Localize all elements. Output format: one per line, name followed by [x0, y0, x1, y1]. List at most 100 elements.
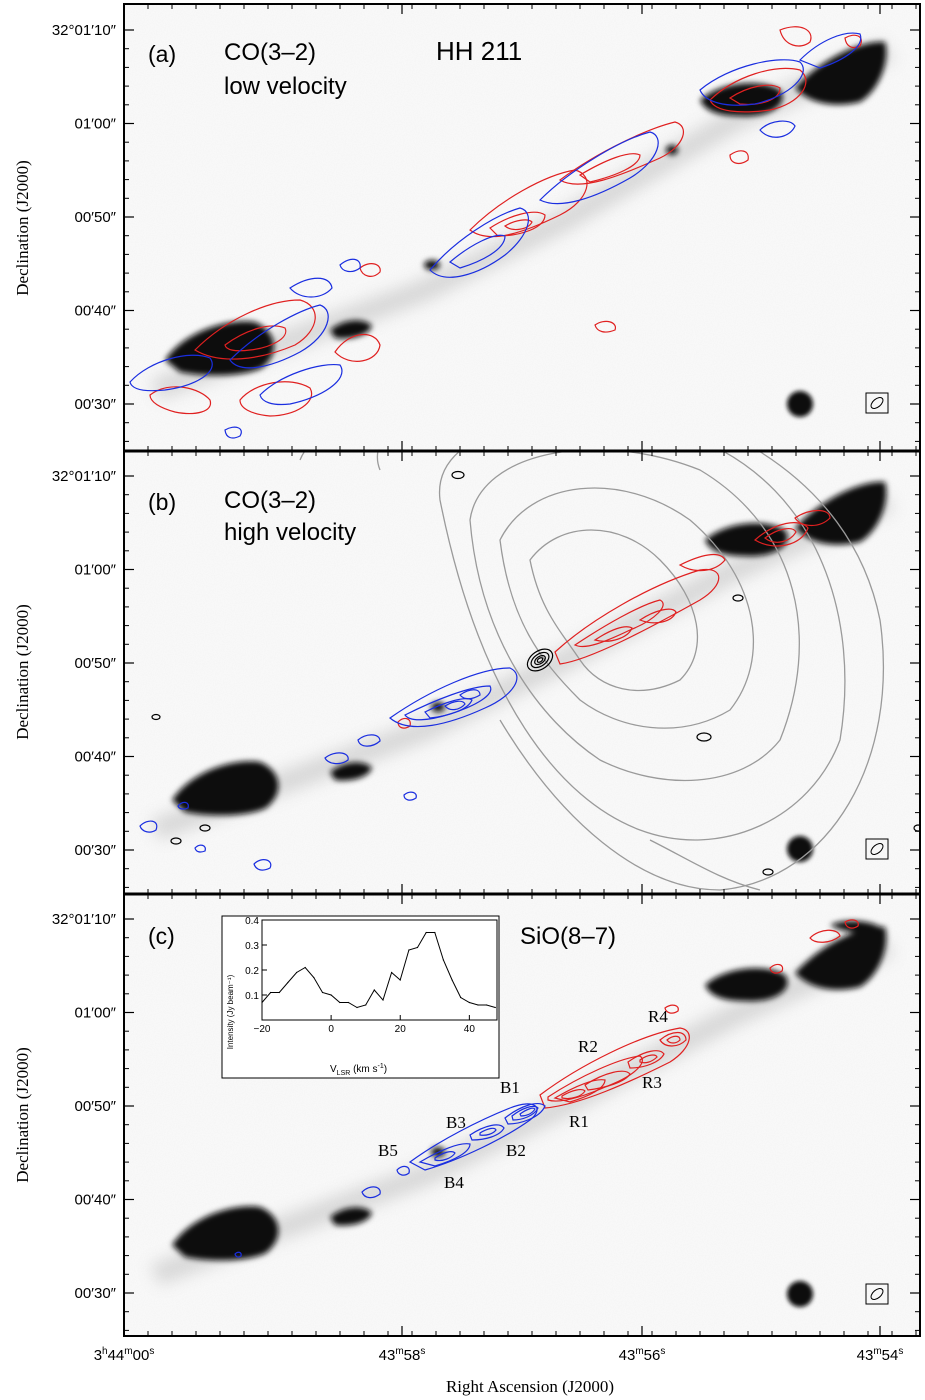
jet-haze	[150, 40, 895, 400]
y-tick-label: 00′50″	[75, 1098, 117, 1115]
spectrum-point	[425, 931, 427, 934]
spectrum-point	[442, 959, 444, 961]
y-tick-label: 00′30″	[75, 396, 117, 413]
blue-contours	[139, 667, 518, 871]
object-name: HH 211	[436, 36, 522, 66]
inset-ylabel: Intensity (Jy beam⁻¹)	[226, 974, 235, 1049]
inset-x-tick-label: −20	[254, 1024, 271, 1035]
y-tick-label: 01′00″	[75, 1005, 117, 1022]
panel-subline: low velocity	[224, 73, 347, 100]
knot-label-b3: B3	[446, 1113, 466, 1132]
spectrum-point	[373, 989, 375, 991]
spectrum-point	[296, 971, 298, 974]
blue-contours	[129, 32, 862, 439]
spectrum-point	[261, 1001, 263, 1004]
spectrum-point	[382, 999, 384, 1001]
y-tick-label: 00′40″	[75, 1192, 117, 1209]
knot-label-b2: B2	[506, 1141, 526, 1160]
panel-b: (b) CO(3–2) high velocity	[123, 450, 921, 895]
spectrum-point	[287, 981, 289, 984]
field-star	[787, 1281, 813, 1307]
inset-x-tick-label: 20	[395, 1024, 407, 1035]
panel-a: (a) CO(3–2) low velocity HH 211	[123, 3, 921, 452]
y-tick-label: 01′00″	[75, 116, 117, 133]
blue-contours	[234, 1103, 546, 1258]
jet-haze	[150, 935, 895, 1285]
red-contours	[539, 919, 859, 1109]
dust-contours	[299, 451, 884, 891]
beam-ellipse	[865, 392, 889, 414]
spectrum-point	[486, 1004, 488, 1006]
panel-subline: high velocity	[224, 519, 356, 546]
spectrum-point	[451, 979, 453, 981]
spectrum-line	[261, 932, 496, 1009]
knot-label-r4: R4	[648, 1007, 668, 1026]
y-tick-label: 00′40″	[75, 303, 117, 320]
inset-x-tick-label: 40	[464, 1024, 476, 1035]
x-tick-label: 43m58s	[379, 1346, 426, 1364]
knot-label-r2: R2	[578, 1037, 598, 1056]
spectrum-point	[321, 991, 324, 994]
spectrum-point	[270, 991, 272, 994]
beam-ellipse	[865, 838, 889, 860]
inset-xlabel: VLSR (km s-1)	[330, 1063, 387, 1077]
y-axis-title: Declination (J2000)	[13, 604, 32, 740]
x-tick-labels: 3h44m00s 43m58s 43m56s 43m54s	[94, 1346, 904, 1364]
knot-label-b1: B1	[500, 1078, 520, 1097]
spectrum-point	[365, 1004, 367, 1006]
spectrum-point	[356, 1006, 358, 1009]
spectrum-point	[330, 994, 332, 996]
spectrum-point	[477, 1004, 479, 1006]
y-tick-label: 32°01′10″	[52, 22, 117, 39]
inset-y-tick-label: 0.2	[245, 966, 259, 977]
panel-letter: (a)	[148, 41, 176, 67]
knot-labels: B1 B2 B3 B4 B5 R1 R2 R3 R4	[378, 1007, 668, 1192]
knot-label-r1: R1	[569, 1112, 589, 1131]
spectrum-point	[494, 1006, 496, 1009]
panel-c: (c) SiO(8–7) B1 B2 B3 B4 B5 R1 R2 R3 R4 …	[123, 893, 921, 1337]
y-axis-titles: Declination (J2000) Declination (J2000) …	[13, 160, 32, 1183]
spectrum-point	[313, 976, 315, 979]
inset-y-tick-label: 0.4	[245, 916, 259, 927]
axes: 32°01′10″ 01′00″ 00′50″ 00′40″ 00′30″ 32°01′1…	[52, 4, 920, 1336]
y-tick-label: 00′50″	[75, 655, 117, 672]
y-tick-label: 01′00″	[75, 562, 117, 579]
spectrum-point	[416, 946, 419, 949]
y-tick-label: 00′40″	[75, 749, 117, 766]
spectrum-point	[434, 931, 436, 934]
field-star	[787, 836, 813, 862]
knot-label-r3: R3	[642, 1073, 662, 1092]
red-contours	[149, 26, 862, 417]
y-tick-label: 00′50″	[75, 209, 117, 226]
y-tick-label: 00′30″	[75, 842, 117, 859]
x-tick-label: 43m56s	[619, 1346, 666, 1364]
y-tick-label: 32°01′10″	[52, 911, 117, 928]
spectrum-point	[468, 1001, 470, 1004]
panel-line: CO(3–2)	[224, 39, 316, 66]
y-axis-title: Declination (J2000)	[13, 1047, 32, 1183]
y-axis-title: Declination (J2000)	[13, 160, 32, 296]
x-tick-label: 43m54s	[857, 1346, 904, 1364]
knot-label-b4: B4	[444, 1173, 464, 1192]
panel-letter: (c)	[148, 923, 175, 949]
y-tick-label: 32°01′10″	[52, 468, 117, 485]
inset-y-tick-label: 0.3	[245, 941, 259, 952]
spectrum-point	[460, 996, 462, 999]
field-star	[787, 391, 813, 417]
inset-spectrum: −20 0 20 40 0.4 0.3 0.2 0.1 VLSR (km s-1) Inten…	[221, 915, 500, 1079]
spectrum-point	[339, 1001, 341, 1004]
inset-y-tick-label: 0.1	[245, 991, 259, 1002]
inset-x-tick-label: 0	[328, 1024, 334, 1035]
y-tick-label: 00′30″	[75, 1285, 117, 1302]
spectrum-point	[278, 991, 280, 994]
spectrum-point	[304, 966, 306, 969]
panel-line: SiO(8–7)	[520, 923, 616, 950]
x-tick-label: 3h44m00s	[94, 1346, 155, 1364]
spectrum-point	[408, 949, 410, 951]
panel-line: CO(3–2)	[224, 487, 316, 514]
knot-label-b5: B5	[378, 1141, 398, 1160]
spectrum-point	[391, 971, 393, 974]
beam-ellipse	[865, 1283, 889, 1305]
spectrum-point	[399, 979, 401, 981]
